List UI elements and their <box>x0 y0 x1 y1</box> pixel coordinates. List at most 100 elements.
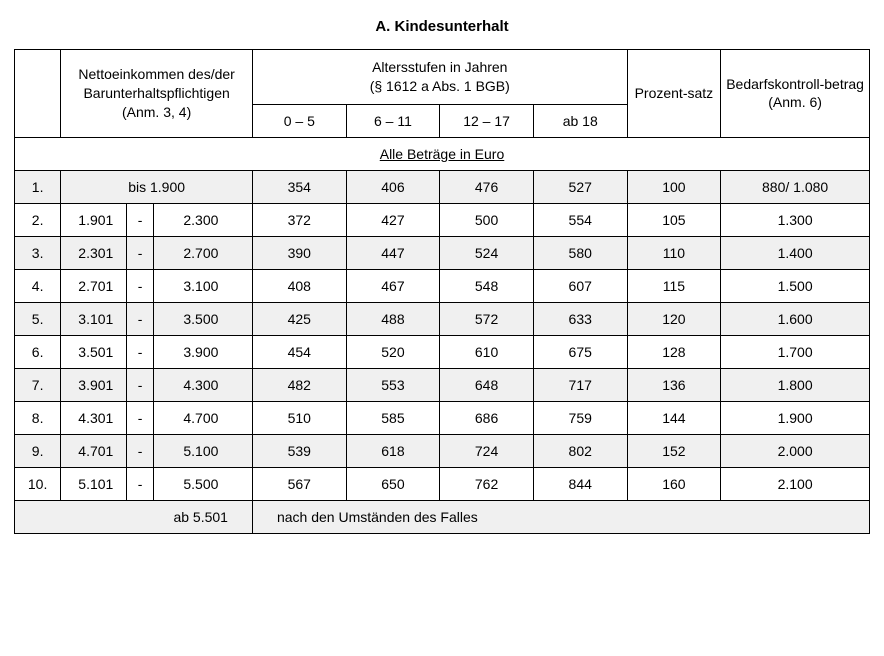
header-row-1: Nettoeinkommen des/der Barunterhaltspfli… <box>15 50 870 105</box>
row-income-to: 4.700 <box>153 401 252 434</box>
row-age-0: 567 <box>252 467 346 500</box>
row-age-0: 482 <box>252 368 346 401</box>
row-num: 10. <box>15 467 61 500</box>
row-income-sep: - <box>127 236 153 269</box>
footer-note: nach den Umständen des Falles <box>252 500 869 533</box>
row-age-0: 354 <box>252 170 346 203</box>
row-income-to: 2.300 <box>153 203 252 236</box>
row-age-2: 686 <box>440 401 534 434</box>
row-income-to: 5.500 <box>153 467 252 500</box>
row-age-2: 648 <box>440 368 534 401</box>
row-num: 3. <box>15 236 61 269</box>
row-age-2: 610 <box>440 335 534 368</box>
row-num: 9. <box>15 434 61 467</box>
footer-label: ab 5.501 <box>15 500 253 533</box>
row-age-1: 520 <box>346 335 440 368</box>
header-age-0: 0 – 5 <box>252 104 346 137</box>
row-control: 1.700 <box>721 335 870 368</box>
row-income-from: 3.501 <box>61 335 127 368</box>
row-age-0: 539 <box>252 434 346 467</box>
row-age-2: 548 <box>440 269 534 302</box>
row-percent: 110 <box>627 236 721 269</box>
row-age-1: 447 <box>346 236 440 269</box>
row-percent: 115 <box>627 269 721 302</box>
note-row: Alle Beträge in Euro <box>15 137 870 170</box>
row-age-3: 554 <box>533 203 627 236</box>
row-percent: 152 <box>627 434 721 467</box>
row-control: 1.900 <box>721 401 870 434</box>
row-percent: 136 <box>627 368 721 401</box>
table-row: 7.3.901-4.3004825536487171361.800 <box>15 368 870 401</box>
row-age-2: 500 <box>440 203 534 236</box>
row-num: 6. <box>15 335 61 368</box>
header-ages: Altersstufen in Jahren (§ 1612 a Abs. 1 … <box>252 50 627 105</box>
row-percent: 105 <box>627 203 721 236</box>
row-income-from: 4.701 <box>61 434 127 467</box>
page-title: A. Kindesunterhalt <box>14 18 870 35</box>
row-income-sep: - <box>127 368 153 401</box>
row-income-to: 2.700 <box>153 236 252 269</box>
row-age-3: 607 <box>533 269 627 302</box>
header-ages-title: Altersstufen in Jahren <box>372 59 507 75</box>
row-age-3: 717 <box>533 368 627 401</box>
row-income-to: 3.500 <box>153 302 252 335</box>
row-age-3: 844 <box>533 467 627 500</box>
row-age-3: 759 <box>533 401 627 434</box>
table-row: 6.3.501-3.9004545206106751281.700 <box>15 335 870 368</box>
row-control: 2.100 <box>721 467 870 500</box>
row-income-from: 1.901 <box>61 203 127 236</box>
row-income-sep: - <box>127 401 153 434</box>
header-percent: Prozent-satz <box>627 50 721 138</box>
note-cell: Alle Beträge in Euro <box>15 137 870 170</box>
row-num: 1. <box>15 170 61 203</box>
row-income-sep: - <box>127 203 153 236</box>
row-control: 880/ 1.080 <box>721 170 870 203</box>
row-income-sep: - <box>127 467 153 500</box>
row-percent: 144 <box>627 401 721 434</box>
row-age-0: 510 <box>252 401 346 434</box>
header-ages-sub: (§ 1612 a Abs. 1 BGB) <box>370 78 510 94</box>
table-row: 8.4.301-4.7005105856867591441.900 <box>15 401 870 434</box>
row-income-label: bis 1.900 <box>61 170 253 203</box>
row-num: 7. <box>15 368 61 401</box>
header-blank <box>15 50 61 138</box>
row-num: 5. <box>15 302 61 335</box>
footer-row: ab 5.501 nach den Umständen des Falles <box>15 500 870 533</box>
row-age-3: 802 <box>533 434 627 467</box>
row-income-to: 4.300 <box>153 368 252 401</box>
row-control: 1.600 <box>721 302 870 335</box>
header-age-3: ab 18 <box>533 104 627 137</box>
header-age-1: 6 – 11 <box>346 104 440 137</box>
row-percent: 120 <box>627 302 721 335</box>
row-percent: 128 <box>627 335 721 368</box>
row-income-from: 2.301 <box>61 236 127 269</box>
row-percent: 100 <box>627 170 721 203</box>
header-control: Bedarfskontroll-betrag (Anm. 6) <box>721 50 870 138</box>
row-age-0: 454 <box>252 335 346 368</box>
table-row: 3.2.301-2.7003904475245801101.400 <box>15 236 870 269</box>
row-age-2: 476 <box>440 170 534 203</box>
row-control: 2.000 <box>721 434 870 467</box>
row-age-2: 572 <box>440 302 534 335</box>
row-percent: 160 <box>627 467 721 500</box>
row-age-1: 427 <box>346 203 440 236</box>
row-age-3: 675 <box>533 335 627 368</box>
row-income-from: 2.701 <box>61 269 127 302</box>
row-age-2: 762 <box>440 467 534 500</box>
row-age-1: 406 <box>346 170 440 203</box>
row-age-3: 580 <box>533 236 627 269</box>
row-income-from: 5.101 <box>61 467 127 500</box>
row-num: 8. <box>15 401 61 434</box>
row-income-sep: - <box>127 335 153 368</box>
row-age-0: 372 <box>252 203 346 236</box>
row-age-2: 524 <box>440 236 534 269</box>
row-num: 2. <box>15 203 61 236</box>
row-income-to: 3.100 <box>153 269 252 302</box>
row-income-sep: - <box>127 434 153 467</box>
row-age-1: 553 <box>346 368 440 401</box>
table-row: 2.1.901-2.3003724275005541051.300 <box>15 203 870 236</box>
table-row: 4.2.701-3.1004084675486071151.500 <box>15 269 870 302</box>
row-age-2: 724 <box>440 434 534 467</box>
row-control: 1.300 <box>721 203 870 236</box>
unterhalt-table: Nettoeinkommen des/der Barunterhaltspfli… <box>14 49 870 534</box>
